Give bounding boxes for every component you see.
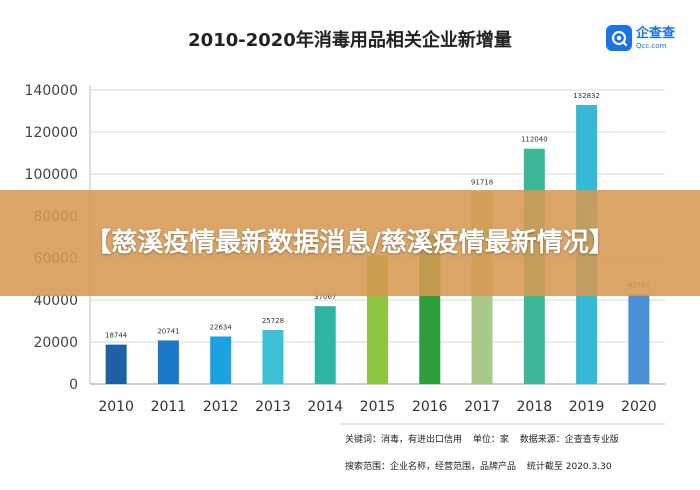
footnote-keywords: 关键词：消毒，有进出口信用	[345, 435, 463, 445]
bar-value-label: 20741	[157, 327, 179, 335]
x-tick-label: 2011	[151, 399, 187, 415]
bar-value-label: 37067	[314, 293, 336, 301]
x-tick-label: 2015	[360, 399, 396, 415]
footnote-line-2: 搜索范围：企业名称，经营范围，品牌产品 统计截至 2020.3.30	[345, 459, 620, 472]
footnote-scope: 搜索范围：企业名称，经营范围，品牌产品	[345, 462, 517, 472]
article-title-banner: 【慈溪疫情最新数据消息/慈溪疫情最新情况】	[0, 190, 700, 296]
y-tick-label: 100000	[25, 167, 78, 183]
x-tick-label: 2020	[621, 399, 657, 415]
bar-value-label: 25728	[262, 317, 284, 325]
x-tick-label: 2013	[255, 399, 291, 415]
chart-title: 2010-2020年消毒用品相关企业新增量	[188, 29, 512, 51]
bar	[314, 306, 336, 384]
article-title: 【慈溪疫情最新数据消息/慈溪疫情最新情况】	[85, 228, 615, 258]
y-tick-label: 0	[69, 377, 78, 393]
bar	[262, 329, 284, 384]
bar	[105, 344, 127, 384]
x-tick-label: 2012	[203, 399, 239, 415]
brand-logo: 企查查 Qcc.com	[606, 22, 675, 54]
bar	[157, 340, 179, 384]
bar-value-label: 22634	[210, 323, 233, 331]
bar-value-label: 132832	[573, 92, 600, 100]
footnote-cutoff: 统计截至 2020.3.30	[526, 462, 612, 472]
x-tick-label: 2018	[516, 399, 552, 415]
y-tick-label: 140000	[25, 83, 78, 99]
x-tick-label: 2016	[412, 399, 448, 415]
y-tick-label: 40000	[33, 293, 78, 309]
bar-value-label: 91718	[471, 178, 493, 186]
y-tick-label: 20000	[33, 335, 78, 351]
bar-value-label: 112040	[521, 136, 548, 144]
x-tick-label: 2014	[307, 399, 343, 415]
x-tick-label: 2010	[98, 399, 134, 415]
footnote-line-1: 关键词：消毒，有进出口信用 单位：家 数据来源：企查查专业版	[345, 432, 627, 445]
bar-value-label: 18744	[105, 332, 128, 340]
footnote-source: 数据来源：企查查专业版	[519, 435, 619, 445]
y-tick-label: 120000	[25, 125, 78, 141]
x-tick-label: 2019	[569, 399, 605, 415]
bar	[628, 294, 650, 384]
footnote-unit: 单位：家	[472, 435, 509, 445]
brand-name: 企查查	[636, 25, 676, 41]
x-tick-label: 2017	[464, 399, 500, 415]
qcc-logo-icon	[606, 25, 632, 51]
brand-domain: Qcc.com	[636, 41, 667, 50]
bar	[210, 336, 232, 384]
